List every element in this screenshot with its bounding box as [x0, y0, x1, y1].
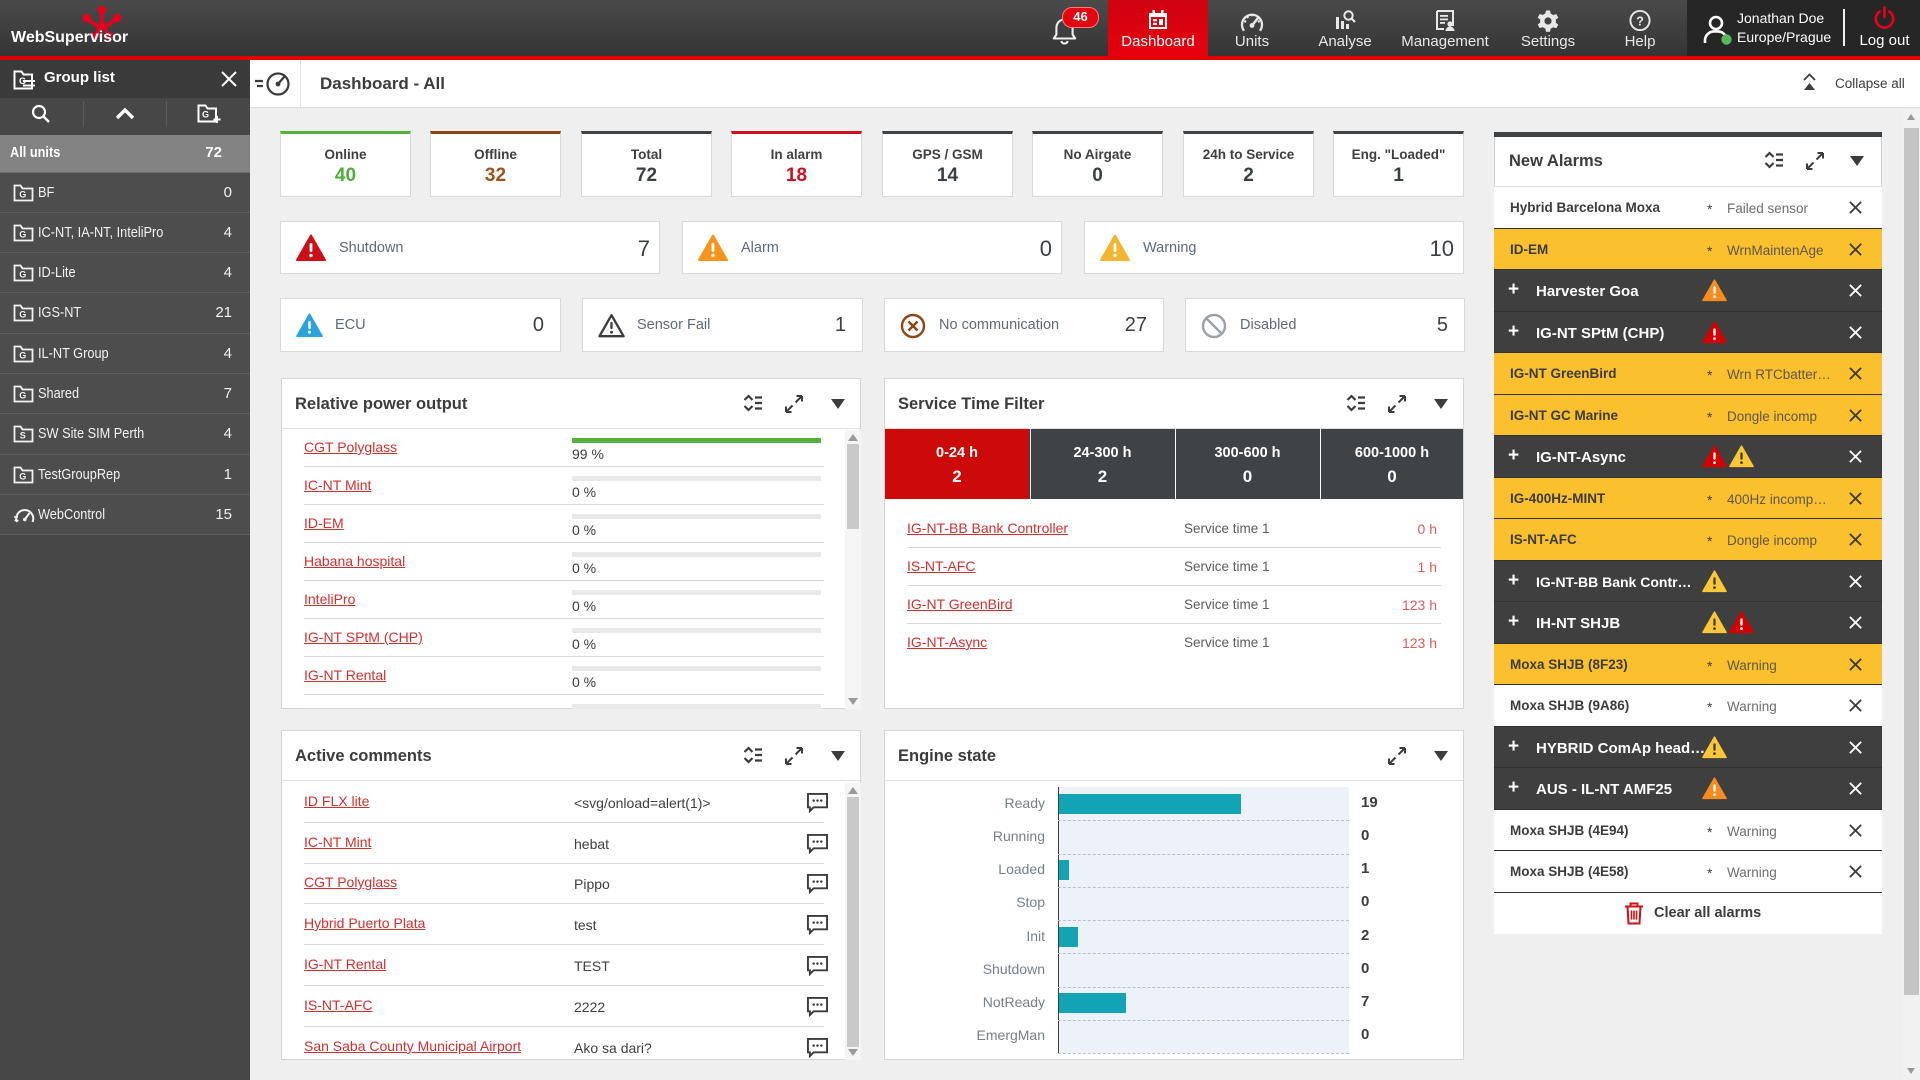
svg-text:G: G	[19, 189, 26, 199]
svg-text:G: G	[19, 310, 26, 320]
svg-text:G: G	[19, 76, 26, 86]
svg-text:G: G	[19, 391, 26, 401]
svg-text:G: G	[202, 110, 209, 120]
svg-text:G: G	[19, 350, 26, 360]
svg-text:?: ?	[1636, 14, 1644, 28]
svg-text:G: G	[19, 270, 26, 280]
svg-text:S: S	[20, 431, 26, 441]
svg-text:G: G	[19, 471, 26, 481]
svg-text:G: G	[19, 229, 26, 239]
